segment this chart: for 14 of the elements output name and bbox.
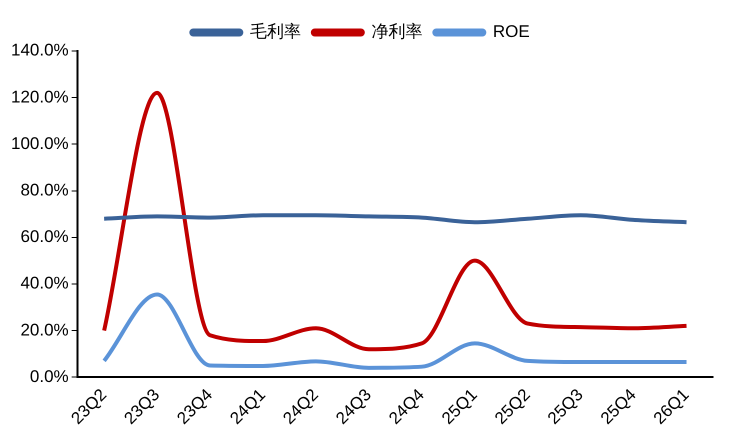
- line-series: [102, 292, 689, 370]
- line-series: [102, 90, 689, 352]
- y-tick-label: 140.0%: [10, 40, 69, 60]
- y-tick-label: 100.0%: [10, 134, 69, 153]
- y-tick-label: 120.0%: [10, 87, 69, 106]
- y-tick-label: 0.0%: [30, 366, 69, 386]
- legend-label: 毛利率: [250, 22, 301, 42]
- y-tick-label: 40.0%: [20, 274, 69, 293]
- y-tick-label: 20.0%: [20, 320, 69, 340]
- line-series: [102, 213, 689, 224]
- y-tick-label: 80.0%: [20, 180, 69, 200]
- y-tick-label: 60.0%: [20, 227, 69, 246]
- legend-label: ROE: [492, 22, 530, 42]
- legend-label: 净利率: [371, 22, 422, 42]
